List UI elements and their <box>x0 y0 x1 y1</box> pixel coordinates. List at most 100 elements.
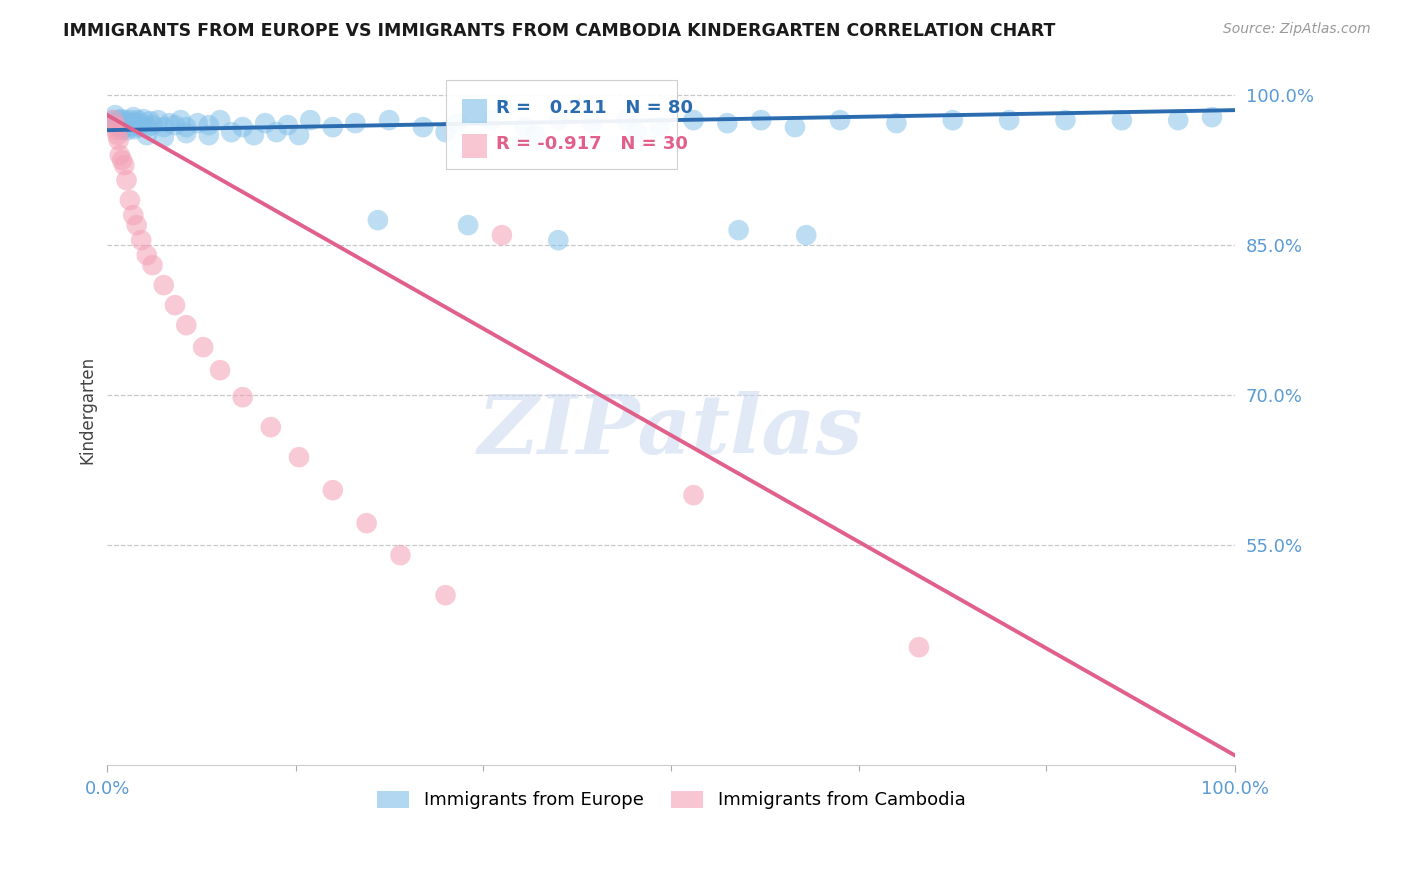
Point <box>112 118 135 132</box>
Point <box>124 122 146 136</box>
Text: Source: ZipAtlas.com: Source: ZipAtlas.com <box>1223 22 1371 37</box>
Point <box>163 118 186 132</box>
Point <box>783 120 806 135</box>
Point <box>716 116 738 130</box>
Point <box>886 116 908 130</box>
Point <box>277 118 299 132</box>
Point <box>1111 113 1133 128</box>
FancyBboxPatch shape <box>463 99 488 122</box>
Point <box>727 223 749 237</box>
Point <box>434 125 457 139</box>
Point <box>367 213 389 227</box>
Point <box>648 120 671 135</box>
Point <box>118 113 141 128</box>
Point <box>288 128 311 143</box>
Point <box>479 113 502 128</box>
Point <box>198 118 221 132</box>
Point <box>389 548 412 562</box>
Point <box>457 218 479 232</box>
Point <box>111 153 134 168</box>
Point <box>169 113 191 128</box>
Point <box>125 118 148 132</box>
Point <box>828 113 851 128</box>
Point <box>124 115 146 129</box>
Point <box>139 114 162 128</box>
Point <box>105 123 128 137</box>
Point <box>356 516 378 531</box>
Point <box>193 340 215 354</box>
Point <box>266 125 288 139</box>
Point <box>129 116 152 130</box>
Point <box>107 133 129 147</box>
Point <box>524 128 547 143</box>
Point <box>127 113 149 128</box>
Point <box>513 120 536 135</box>
Point <box>115 173 138 187</box>
Point <box>174 318 197 333</box>
Point <box>132 112 155 127</box>
Point <box>135 120 157 135</box>
Point <box>107 113 129 128</box>
Point <box>254 116 277 130</box>
Point <box>1167 113 1189 128</box>
Point <box>626 125 648 139</box>
Point <box>118 193 141 207</box>
Point <box>107 128 129 143</box>
Point <box>108 148 131 162</box>
Legend: Immigrants from Europe, Immigrants from Cambodia: Immigrants from Europe, Immigrants from … <box>370 783 973 816</box>
Point <box>121 116 143 130</box>
Point <box>322 483 344 498</box>
Point <box>112 113 135 128</box>
Text: R =   0.211   N = 80: R = 0.211 N = 80 <box>496 99 693 118</box>
Point <box>105 118 128 132</box>
Point <box>163 298 186 312</box>
Point <box>682 488 704 502</box>
Point <box>749 113 772 128</box>
Point <box>174 120 197 135</box>
Point <box>232 120 254 135</box>
Point <box>378 113 401 128</box>
Point <box>112 158 135 172</box>
Point <box>446 116 468 130</box>
Point <box>101 113 124 128</box>
Point <box>120 120 142 135</box>
Point <box>614 113 637 128</box>
Point <box>152 120 174 135</box>
Point <box>1054 113 1077 128</box>
Point <box>794 228 817 243</box>
Point <box>209 363 232 377</box>
Point <box>122 110 145 124</box>
Point <box>117 123 139 137</box>
Point <box>146 113 169 128</box>
Point <box>129 233 152 247</box>
Point <box>344 116 367 130</box>
Point <box>125 218 148 232</box>
Point <box>135 128 157 143</box>
Point <box>682 113 704 128</box>
Point <box>101 113 124 128</box>
Point <box>118 118 141 132</box>
Point <box>141 118 163 132</box>
Point <box>547 113 569 128</box>
Point <box>187 116 209 130</box>
Point <box>115 116 138 130</box>
Point <box>114 120 136 135</box>
Point <box>908 640 931 655</box>
FancyBboxPatch shape <box>446 80 676 169</box>
Point <box>157 116 180 130</box>
Point <box>299 113 322 128</box>
Point <box>128 120 150 135</box>
Point <box>491 228 513 243</box>
Point <box>232 390 254 404</box>
Point <box>111 123 134 137</box>
Point <box>998 113 1021 128</box>
Point <box>104 118 127 132</box>
Point <box>1201 110 1223 124</box>
Text: ZIPatlas: ZIPatlas <box>478 392 863 472</box>
FancyBboxPatch shape <box>463 134 488 158</box>
Point <box>152 278 174 293</box>
Point <box>581 116 603 130</box>
Point <box>198 128 221 143</box>
Point <box>412 120 434 135</box>
Point <box>108 116 131 130</box>
